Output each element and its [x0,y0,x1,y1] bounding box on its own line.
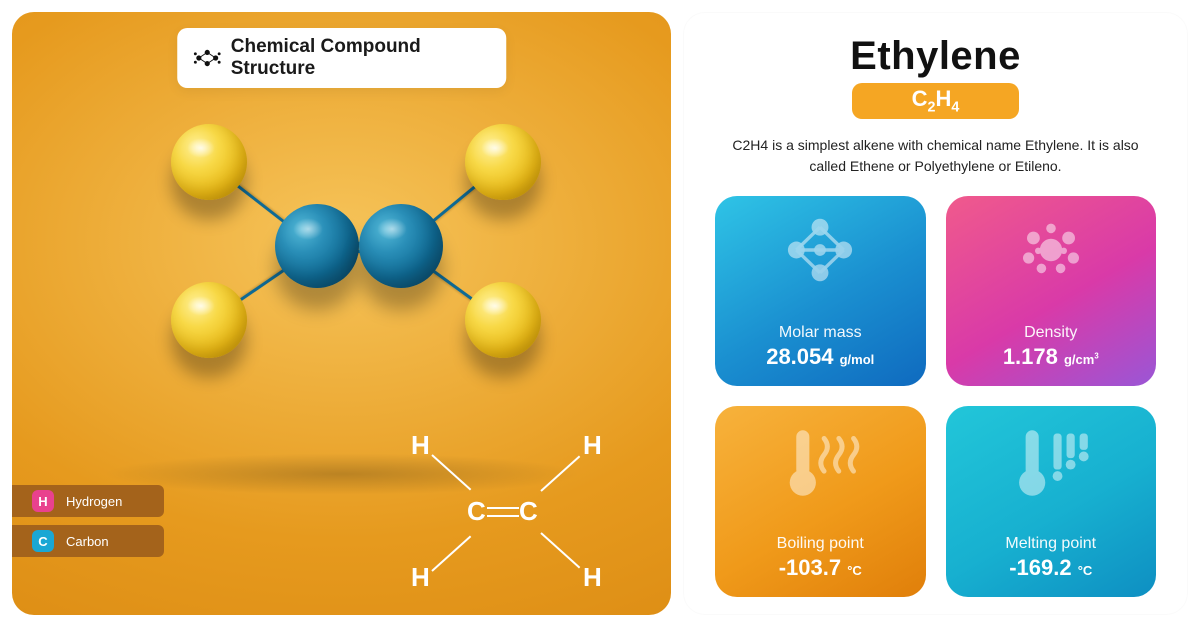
legend-row: H Hydrogen [12,485,164,517]
flat-formula: H H C C H H [353,430,633,595]
property-card-molar_mass: Molar mass 28.054 g/mol [715,196,926,387]
molecule-icon [715,212,926,288]
info-card: Ethylene C2H4 C2H4 is a simplest alkene … [683,12,1188,615]
thermo-hot-icon [715,422,926,504]
legend-badge: C [32,530,54,552]
property-label: Boiling point [777,535,864,553]
property-card-melting_point: Melting point -169.2 °C [946,406,1157,597]
property-label: Molar mass [779,324,862,342]
formula-symbol: C [519,496,538,527]
cluster-icon [946,212,1157,288]
thermo-cold-icon [946,422,1157,504]
formula-symbol: H [583,562,602,593]
formula-pill: C2H4 [852,83,1020,119]
hydrogen-atom [465,282,541,358]
property-card-density: Density 1.178 g/cm3 [946,196,1157,387]
property-grid: Molar mass 28.054 g/mol Density 1.178 g/cm3… [715,196,1156,597]
hydrogen-atom [465,124,541,200]
carbon-atom [359,204,443,288]
property-card-boiling_point: Boiling point -103.7 °C [715,406,926,597]
header-pill: Chemical Compound Structure [177,28,507,88]
hydrogen-atom [171,124,247,200]
property-label: Melting point [1005,535,1096,553]
property-value: 1.178 g/cm3 [1003,344,1099,370]
molecule-header-icon [193,47,221,69]
info-panel: Ethylene C2H4 C2H4 is a simplest alkene … [683,0,1200,627]
compound-name: Ethylene [850,34,1021,79]
legend-label: Hydrogen [66,494,122,509]
formula-symbol: H [411,430,430,461]
carbon-atom [275,204,359,288]
legend-badge: H [32,490,54,512]
header-title: Chemical Compound Structure [231,36,485,80]
property-value: -103.7 °C [779,555,862,581]
structure-card: Chemical Compound Structure H Hydrogen C Ca… [12,12,671,615]
formula-symbol: H [411,562,430,593]
property-label: Density [1024,324,1077,342]
formula-symbol: C [467,496,486,527]
molecule-3d [157,132,547,342]
property-value: -169.2 °C [1009,555,1092,581]
structure-panel: Chemical Compound Structure H Hydrogen C Ca… [0,0,683,627]
property-value: 28.054 g/mol [766,344,874,370]
legend-row: C Carbon [12,525,164,557]
formula-symbol: H [583,430,602,461]
hydrogen-atom [171,282,247,358]
legend: H Hydrogen C Carbon [12,485,164,557]
compound-description: C2H4 is a simplest alkene with chemical … [716,135,1156,176]
legend-label: Carbon [66,534,109,549]
